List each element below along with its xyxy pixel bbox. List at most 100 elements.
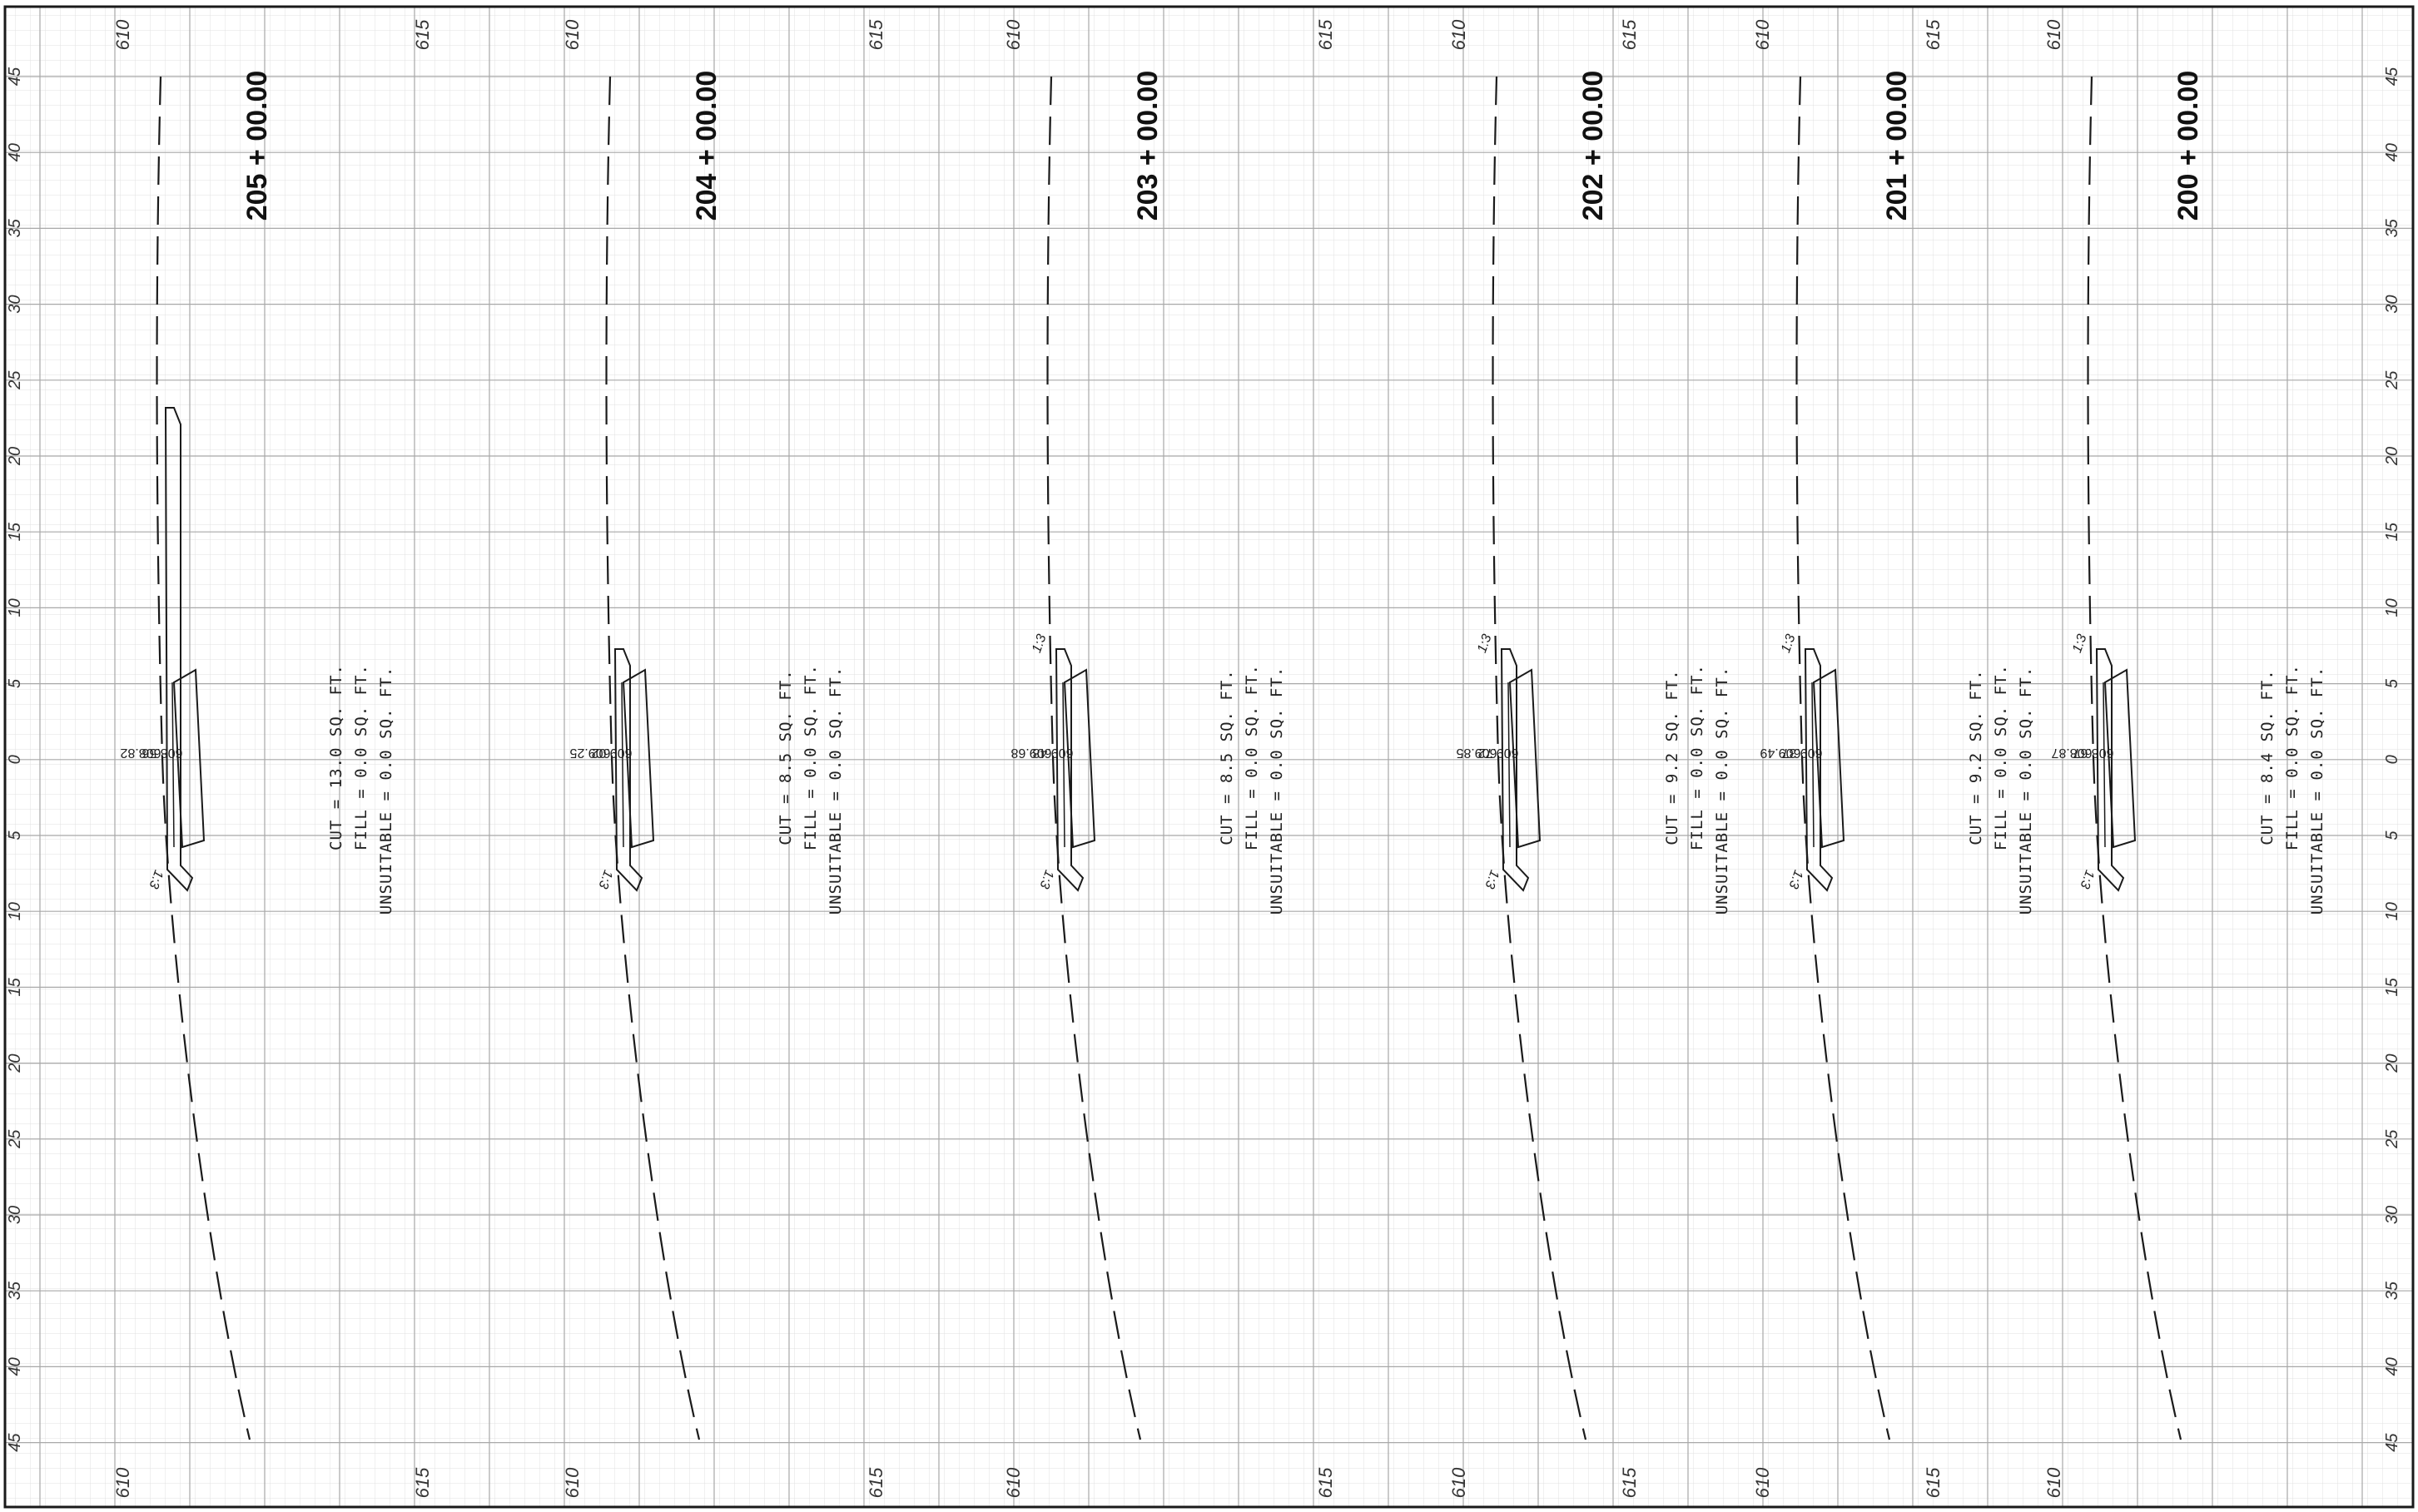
point-elevation-label: 609.02	[591, 746, 632, 760]
elev-label-610-top: 610	[1752, 19, 1773, 50]
offset-tick-label: 5	[6, 830, 24, 840]
cut-quantity: CUT = 8.5 SQ. FT.	[1218, 669, 1236, 845]
elev-label-610-bottom: 610	[1752, 1467, 1773, 1498]
slope-label: 1:3	[146, 868, 166, 890]
offset-tick-label: 30	[2383, 1206, 2401, 1224]
offset-tick-label: 45	[6, 67, 24, 86]
proposed-template	[164, 407, 194, 892]
cut-quantity: CUT = 13.0 SQ. FT.	[327, 664, 345, 850]
elev-label-615-top: 615	[1315, 19, 1336, 50]
offset-tick-label: 40	[6, 1357, 24, 1376]
offset-tick-label: 20	[2383, 1053, 2401, 1073]
offset-tick-label: 25	[6, 1129, 24, 1149]
fill-quantity: FILL = 0.0 SQ. FT.	[802, 664, 820, 850]
cut-quantity: CUT = 8.4 SQ. FT.	[2258, 669, 2276, 845]
proposed-template	[1055, 648, 1085, 892]
elev-label-610-top: 610	[1003, 19, 1024, 50]
major-grid	[5, 7, 2413, 1507]
elev-label-610-top: 610	[562, 19, 583, 50]
sheet-border	[3, 5, 2415, 1509]
offset-tick-label: 10	[2383, 598, 2401, 617]
offset-tick-label: 40	[2383, 143, 2401, 161]
pavement-section	[622, 668, 655, 849]
unsuitable-quantity: UNSUITABLE = 0.0 SQ. FT.	[377, 667, 395, 915]
elev-label-615-top: 615	[866, 19, 886, 50]
elev-label-615-top: 615	[1619, 19, 1640, 50]
pavement-section	[172, 668, 206, 849]
offset-axis-left: 45 40 35 30 25 20 15 10 5 0 5 10 15 20 25 30 35 40 45	[6, 67, 24, 1452]
offset-tick-label: 20	[6, 447, 24, 466]
slope-label: 1:3	[1036, 868, 1056, 890]
unsuitable-quantity: UNSUITABLE = 0.0 SQ. FT.	[2308, 667, 2326, 915]
offset-tick-label: 30	[2383, 295, 2401, 313]
pavement-section	[1812, 668, 1845, 849]
offset-tick-label: 0	[2383, 755, 2401, 764]
station-label: 202 + 00.00	[1577, 71, 1609, 221]
elev-label-610-top: 610	[1448, 19, 1469, 50]
elev-label-615-top: 615	[412, 19, 433, 50]
offset-tick-label: 5	[2383, 678, 2401, 688]
point-elevation-label: 608.56	[142, 746, 182, 760]
elev-label-610-bottom: 610	[2043, 1467, 2064, 1498]
elev-label-610-bottom: 610	[562, 1467, 583, 1498]
point-elevation-label: 609.72	[1477, 746, 1518, 760]
point-elevation-label: 609.49	[1760, 746, 1800, 760]
elev-label-615-bottom: 615	[1619, 1467, 1640, 1498]
point-elevation-label: 608.82	[120, 746, 161, 760]
unsuitable-quantity: UNSUITABLE = 0.0 SQ. FT.	[2017, 667, 2035, 915]
existing-ground-line	[1492, 76, 1587, 1440]
station-label: 201 + 00.00	[1881, 71, 1913, 221]
slope-label: 1:3	[2070, 632, 2090, 655]
elev-label-610-top: 610	[112, 19, 133, 50]
offset-tick-label: 25	[6, 370, 24, 390]
proposed-template	[1500, 648, 1530, 892]
elev-label-610-bottom: 610	[1448, 1467, 1469, 1498]
existing-ground-line	[1795, 76, 1891, 1440]
offset-tick-label: 5	[6, 678, 24, 688]
offset-tick-label: 35	[6, 218, 24, 237]
offset-tick-label: 10	[2383, 902, 2401, 920]
offset-tick-label: 0	[6, 755, 24, 764]
existing-ground-line	[2087, 76, 2182, 1440]
unsuitable-quantity: UNSUITABLE = 0.0 SQ. FT.	[827, 667, 845, 915]
elev-label-610-bottom: 610	[1003, 1467, 1024, 1498]
offset-tick-label: 15	[6, 977, 24, 996]
slope-label: 1:3	[1475, 632, 1495, 655]
elev-label-615-bottom: 615	[1315, 1467, 1336, 1498]
proposed-template	[1804, 648, 1834, 892]
offset-axis-right: 45 40 35 30 25 20 15 10 5 0 5 10 15 20 25 30 35 40 45	[2383, 67, 2401, 1452]
cut-quantity: CUT = 9.2 SQ. FT.	[1967, 669, 1985, 845]
offset-tick-label: 35	[6, 1281, 24, 1300]
centerline-mark	[1507, 682, 1511, 848]
offset-tick-label: 15	[2383, 977, 2401, 996]
elev-label-615-top: 615	[1923, 19, 1944, 50]
centerline-mark	[171, 682, 175, 848]
existing-ground-line	[1046, 76, 1142, 1440]
offset-tick-label: 30	[6, 295, 24, 313]
offset-tick-label: 20	[6, 1053, 24, 1073]
unsuitable-quantity: UNSUITABLE = 0.0 SQ. FT.	[1713, 667, 1731, 915]
existing-ground-line	[156, 76, 251, 1440]
offset-tick-label: 10	[6, 902, 24, 920]
offset-tick-label: 35	[2383, 218, 2401, 237]
offset-tick-label: 45	[2383, 1433, 2401, 1452]
elev-label-615-bottom: 615	[866, 1467, 886, 1498]
station-label: 203 + 00.00	[1132, 71, 1164, 221]
fill-quantity: FILL = 0.0 SQ. FT.	[1688, 664, 1706, 850]
pavement-section	[1508, 668, 1542, 849]
proposed-template	[613, 648, 643, 892]
offset-tick-label: 40	[2383, 1357, 2401, 1376]
elev-label-615-bottom: 615	[412, 1467, 433, 1498]
cut-quantity: CUT = 8.5 SQ. FT.	[777, 669, 795, 845]
minor-grid	[5, 7, 2413, 1507]
offset-tick-label: 25	[2383, 370, 2401, 390]
fill-quantity: FILL = 0.0 SQ. FT.	[352, 664, 370, 850]
slope-label: 1:3	[1482, 868, 1502, 890]
